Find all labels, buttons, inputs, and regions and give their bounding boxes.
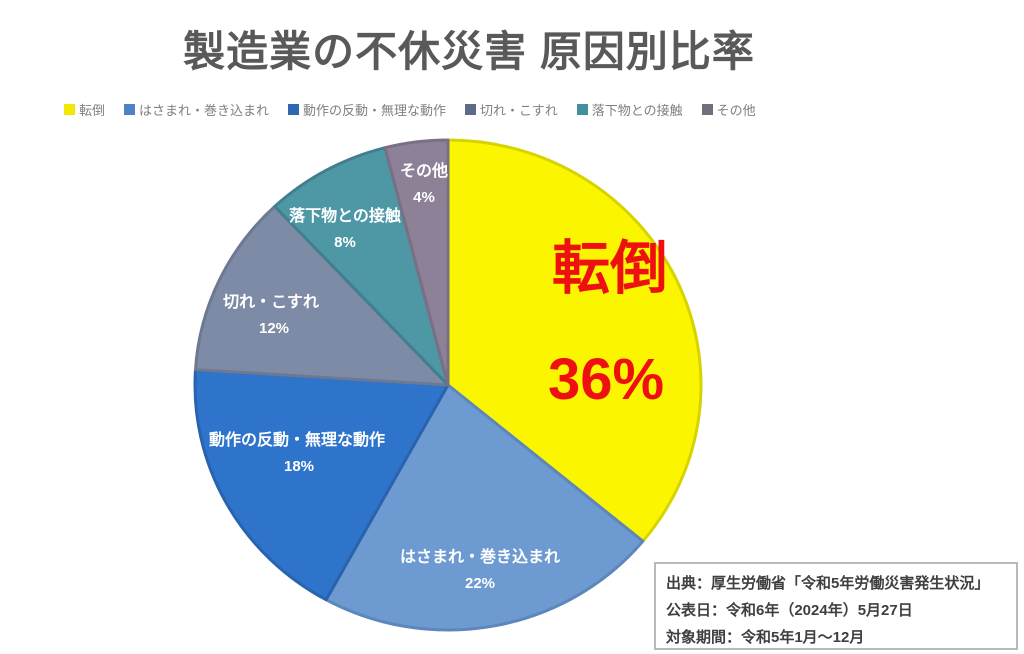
publish-date-line: 公表日：令和6年（2024年）5月27日	[666, 602, 913, 619]
pie-slice-label-1: 22%	[465, 575, 495, 592]
legend-item-0: 転倒	[64, 100, 105, 119]
source-line: 出典：厚生労働省「令和5年労働災害発生状況」	[666, 575, 990, 592]
legend-item-1: はさまれ・巻き込まれ	[124, 100, 269, 119]
legend-item-4: 落下物との接触	[576, 100, 683, 119]
pie-slice-label-0: 36%	[548, 347, 664, 412]
legend-swatch-icon	[465, 104, 477, 115]
pie-slice-3	[194, 204, 450, 387]
pie-slice-4	[273, 146, 450, 387]
legend-label: はさまれ・巻き込まれ	[139, 103, 270, 118]
pie-slice-label-2: 動作の反動・無理な動作	[209, 430, 385, 449]
legend-label: 切れ・こすれ	[480, 103, 558, 118]
legend-label: その他	[716, 103, 756, 118]
pie-slice-0	[446, 138, 703, 543]
legend-swatch-icon	[124, 104, 136, 115]
chart-title: 製造業の不休災害 原因別比率	[183, 28, 755, 75]
legend-swatch-icon	[701, 104, 713, 115]
pie-slice-label-5: 4%	[413, 189, 435, 206]
legend-item-2: 動作の反動・無理な動作	[288, 100, 446, 119]
pie-slice-label-3: 12%	[259, 320, 289, 337]
legend-item-5: その他	[701, 100, 756, 119]
legend-item-3: 切れ・こすれ	[465, 100, 558, 119]
legend-swatch-icon	[64, 104, 75, 115]
pie-slice-label-3: 切れ・こすれ	[223, 293, 319, 311]
pie-slice-label-2: 18%	[284, 458, 314, 475]
pie-slice-1	[324, 383, 645, 632]
pie-slice-5	[383, 138, 450, 387]
pie-slice-2	[193, 368, 450, 602]
legend-label: 落下物との接触	[591, 103, 683, 118]
source-box: 出典：厚生労働省「令和5年労働災害発生状況」 公表日：令和6年（2024年）5月…	[654, 562, 1018, 650]
legend-label: 転倒	[79, 103, 106, 118]
pie-slice-label-4: 落下物との接触	[289, 206, 401, 225]
legend-swatch-icon	[576, 104, 588, 115]
target-period-line: 対象期間：令和5年1月～12月	[666, 629, 865, 646]
pie-slice-label-1: はさまれ・巻き込まれ	[400, 547, 560, 566]
legend-label: 動作の反動・無理な動作	[303, 103, 447, 118]
pie-slice-label-5: その他	[400, 161, 448, 180]
pie-slice-label-0: 転倒	[552, 236, 668, 301]
pie-slice-label-4: 8%	[334, 234, 356, 251]
chart-legend: 転倒 はさまれ・巻き込まれ 動作の反動・無理な動作 切れ・こすれ 落下物との接触 その他	[64, 100, 756, 119]
legend-swatch-icon	[288, 104, 300, 115]
